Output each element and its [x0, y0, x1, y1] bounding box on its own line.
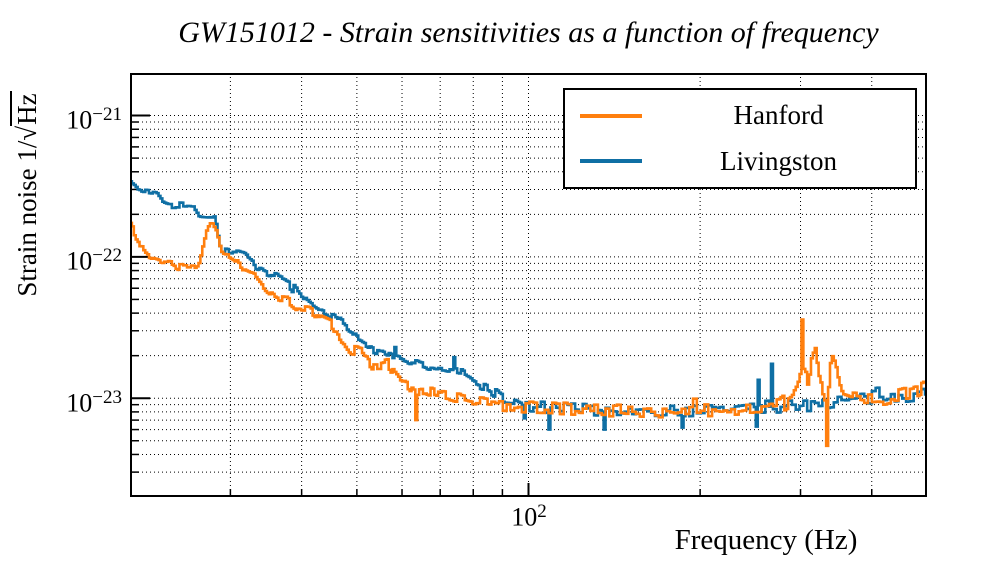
series-line-hanford: [130, 221, 927, 448]
x-axis-label: Frequency (Hz): [674, 524, 858, 556]
y-tick-label-1e-22: 10−22: [66, 245, 122, 276]
legend-box: Hanford Livingston: [563, 88, 917, 189]
legend-label-livingston: Livingston: [719, 145, 837, 176]
chart-title: GW151012 - Strain sensitivities as a fun…: [178, 16, 879, 49]
legend-entry-hanford: Hanford: [565, 95, 915, 137]
y-axis-label: Strain noise 1/√Hz: [10, 0, 48, 406]
plot-border: [130, 73, 927, 497]
livingston-line-swatch: [580, 159, 642, 164]
hanford-line-swatch: [580, 113, 642, 118]
plot-area: [130, 73, 927, 497]
x-tick-label-100: 102: [511, 501, 547, 532]
y-tick-label-1e-23: 10−23: [66, 387, 122, 418]
legend-label-hanford: Hanford: [733, 100, 824, 131]
legend-entry-livingston: Livingston: [565, 140, 915, 182]
y-tick-label-1e-21: 10−21: [66, 104, 122, 135]
